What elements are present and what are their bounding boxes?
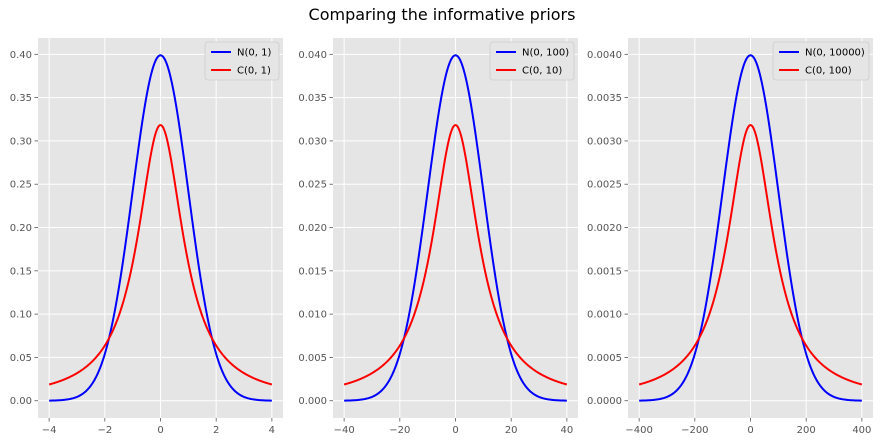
- x-tick-label: 20: [505, 425, 518, 436]
- legend: N(0, 100) C(0, 10): [489, 41, 575, 81]
- x-tick-label: 0: [157, 425, 163, 436]
- subplot-1: 0.00 0.05 0.10 0.15 0.20 0.25 0.30 0.35 0.40 −4 −2…: [10, 38, 283, 436]
- x-tick-label: 2: [213, 425, 219, 436]
- x-tick-label: −40: [334, 425, 355, 436]
- y-tick-label: 0.030: [298, 136, 327, 147]
- y-tick-label: 0.040: [298, 50, 327, 61]
- series-line-cauchy: [48, 124, 273, 386]
- x-tick-label: 4: [269, 425, 275, 436]
- series-line-normal: [639, 54, 862, 402]
- x-tick-label: −4: [42, 425, 57, 436]
- series-line-cauchy: [638, 124, 863, 386]
- y-tick-label: 0.20: [10, 223, 32, 234]
- x-tick-label: −2: [97, 425, 112, 436]
- y-tick-label: 0.0000: [587, 396, 622, 407]
- y-tick-label: 0.05: [10, 353, 32, 364]
- series-line-normal: [49, 54, 272, 402]
- y-tick-label: 0.00: [10, 396, 32, 407]
- subplots: 0.00 0.05 0.10 0.15 0.20 0.25 0.30 0.35 0.40 −4 −2…: [10, 38, 873, 436]
- x-tick-label: 0: [747, 425, 753, 436]
- x-tick-label: 0: [452, 425, 458, 436]
- legend-label: C(0, 1): [237, 66, 271, 77]
- legend: N(0, 10000) C(0, 100): [772, 41, 870, 81]
- x-tick-label: 40: [560, 425, 573, 436]
- y-tick-label: 0.35: [10, 93, 32, 104]
- y-tick-label: 0.40: [10, 50, 32, 61]
- y-tick-label: 0.015: [298, 266, 327, 277]
- series-line-normal: [344, 54, 567, 402]
- series-line-cauchy: [343, 124, 568, 386]
- y-tick-label: 0.0030: [587, 136, 622, 147]
- y-tick-label: 0.30: [10, 136, 32, 147]
- y-tick-label: 0.0005: [587, 353, 622, 364]
- legend-label: N(0, 100): [522, 48, 569, 59]
- y-tick-label: 0.0040: [587, 50, 622, 61]
- x-tick-label: −20: [389, 425, 410, 436]
- x-tick-label: −200: [681, 425, 708, 436]
- y-tick-label: 0.0025: [587, 180, 622, 191]
- x-tick-label: −400: [625, 425, 652, 436]
- y-tick-label: 0.0015: [587, 266, 622, 277]
- y-tick-label: 0.0020: [587, 223, 622, 234]
- y-tick-label: 0.15: [10, 266, 32, 277]
- y-tick-label: 0.035: [298, 93, 327, 104]
- x-tick-label: 400: [852, 425, 871, 436]
- subplot-2: 0.000 0.005 0.010 0.015 0.020 0.025 0.030 0.035…: [298, 38, 578, 436]
- y-tick-label: 0.005: [298, 353, 327, 364]
- legend-label: N(0, 1): [237, 48, 271, 59]
- y-tick-label: 0.0035: [587, 93, 622, 104]
- y-tick-label: 0.25: [10, 180, 32, 191]
- legend-label: N(0, 10000): [805, 48, 865, 59]
- subplot-3: 0.0000 0.0005 0.0010 0.0015 0.0020 0.0025 0.00…: [587, 38, 873, 436]
- y-tick-label: 0.025: [298, 180, 327, 191]
- y-tick-label: 0.10: [10, 310, 32, 321]
- legend: N(0, 1) C(0, 1): [204, 41, 280, 81]
- legend-label: C(0, 100): [805, 66, 852, 77]
- legend-label: C(0, 10): [522, 66, 562, 77]
- y-tick-label: 0.0010: [587, 310, 622, 321]
- y-tick-label: 0.020: [298, 223, 327, 234]
- y-tick-label: 0.010: [298, 310, 327, 321]
- y-tick-label: 0.000: [298, 396, 327, 407]
- figure-title: Comparing the informative priors: [309, 5, 576, 24]
- x-tick-label: 200: [797, 425, 816, 436]
